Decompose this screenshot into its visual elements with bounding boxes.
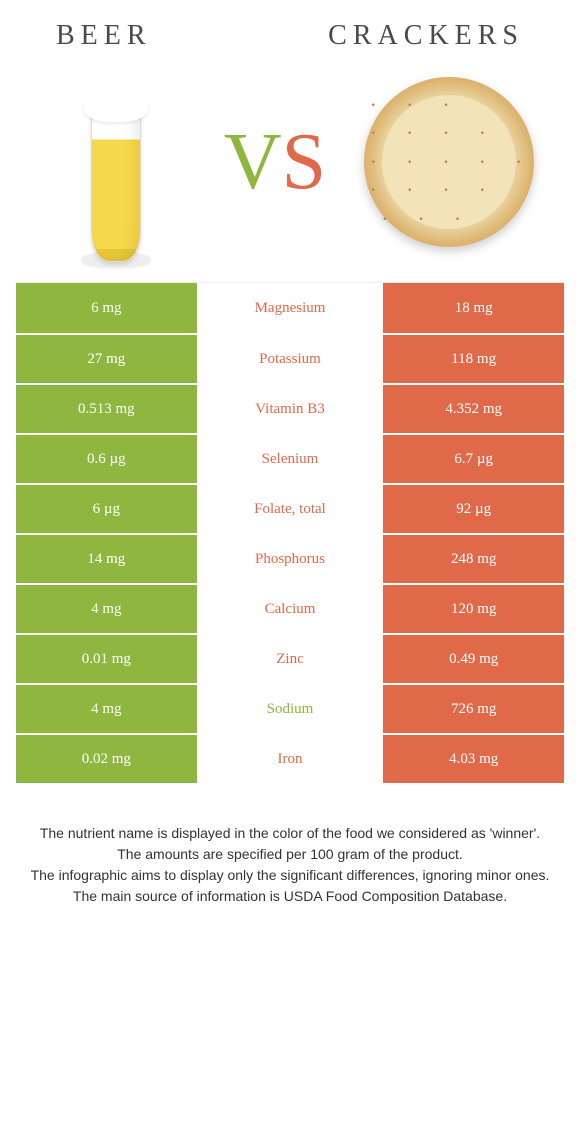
left-value: 6 mg <box>16 283 199 333</box>
beer-image <box>46 62 186 262</box>
nutrient-name: Potassium <box>199 335 382 383</box>
table-row: 14 mgPhosphorus248 mg <box>16 533 564 583</box>
left-food-title: Beer <box>56 20 152 52</box>
nutrient-table: 6 mgMagnesium18 mg27 mgPotassium118 mg0.… <box>16 282 564 783</box>
left-value: 27 mg <box>16 335 199 383</box>
table-row: 6 mgMagnesium18 mg <box>16 283 564 333</box>
footer-line: The amounts are specified per 100 gram o… <box>26 844 554 865</box>
left-value: 14 mg <box>16 535 199 583</box>
nutrient-name: Magnesium <box>199 283 382 333</box>
footer-line: The nutrient name is displayed in the co… <box>26 823 554 844</box>
table-row: 0.6 µgSelenium6.7 µg <box>16 433 564 483</box>
table-row: 4 mgSodium726 mg <box>16 683 564 733</box>
right-value: 4.03 mg <box>381 735 564 783</box>
table-row: 0.513 mgVitamin B34.352 mg <box>16 383 564 433</box>
cracker-image <box>364 77 534 247</box>
left-value: 4 mg <box>16 585 199 633</box>
right-value: 6.7 µg <box>381 435 564 483</box>
vs-v: V <box>224 117 282 208</box>
nutrient-name: Zinc <box>199 635 382 683</box>
nutrient-name: Calcium <box>199 585 382 633</box>
right-value: 248 mg <box>381 535 564 583</box>
table-row: 6 µgFolate, total92 µg <box>16 483 564 533</box>
footer-line: The infographic aims to display only the… <box>26 865 554 886</box>
left-value: 6 µg <box>16 485 199 533</box>
vs-label: V S <box>224 117 326 208</box>
table-row: 0.02 mgIron4.03 mg <box>16 733 564 783</box>
left-value: 4 mg <box>16 685 199 733</box>
table-row: 0.01 mgZinc0.49 mg <box>16 633 564 683</box>
left-value: 0.01 mg <box>16 635 199 683</box>
right-value: 92 µg <box>381 485 564 533</box>
nutrient-name: Phosphorus <box>199 535 382 583</box>
nutrient-name: Sodium <box>199 685 382 733</box>
right-value: 118 mg <box>381 335 564 383</box>
right-value: 120 mg <box>381 585 564 633</box>
nutrient-name: Folate, total <box>199 485 382 533</box>
left-value: 0.513 mg <box>16 385 199 433</box>
right-value: 726 mg <box>381 685 564 733</box>
right-food-title: Crackers <box>328 20 524 52</box>
table-row: 27 mgPotassium118 mg <box>16 333 564 383</box>
nutrient-name: Selenium <box>199 435 382 483</box>
left-value: 0.02 mg <box>16 735 199 783</box>
footer-notes: The nutrient name is displayed in the co… <box>16 783 564 907</box>
nutrient-name: Vitamin B3 <box>199 385 382 433</box>
right-value: 18 mg <box>381 283 564 333</box>
right-value: 4.352 mg <box>381 385 564 433</box>
title-row: Beer Crackers <box>16 20 564 62</box>
nutrient-name: Iron <box>199 735 382 783</box>
right-value: 0.49 mg <box>381 635 564 683</box>
left-value: 0.6 µg <box>16 435 199 483</box>
hero-row: V S <box>16 62 564 282</box>
vs-s: S <box>282 117 327 208</box>
footer-line: The main source of information is USDA F… <box>26 886 554 907</box>
table-row: 4 mgCalcium120 mg <box>16 583 564 633</box>
